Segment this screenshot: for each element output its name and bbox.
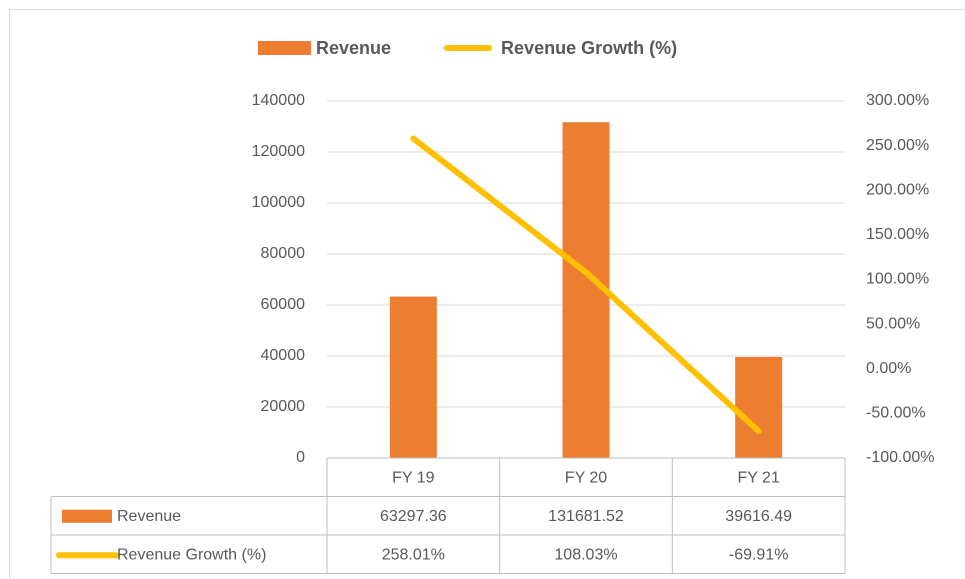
- y2-tick-label: 300.00%: [866, 92, 929, 109]
- table-cell: 108.03%: [554, 546, 617, 563]
- table-cell: 258.01%: [382, 546, 445, 563]
- table-cell: 39616.49: [725, 508, 792, 525]
- y-tick-label: 20000: [261, 398, 306, 415]
- x-tick-label: FY 20: [565, 469, 608, 486]
- legend-label: Revenue: [316, 38, 391, 58]
- y2-tick-label: 50.00%: [866, 315, 920, 332]
- y2-tick-label: -100.00%: [866, 449, 935, 466]
- table-cell: 63297.36: [380, 508, 447, 525]
- line: [410, 135, 762, 435]
- chart-border: [9, 9, 965, 579]
- y-tick-label: 100000: [252, 194, 305, 211]
- y2-tick-label: 100.00%: [866, 271, 929, 288]
- y-tick-label: 40000: [261, 347, 306, 364]
- y2-tick-label: 150.00%: [866, 226, 929, 243]
- y-tick-label: 80000: [261, 245, 306, 262]
- bar: [389, 296, 437, 458]
- x-tick-label: FY 21: [737, 469, 780, 486]
- y2-tick-label: -50.00%: [866, 405, 926, 422]
- table-row-label: Revenue: [117, 508, 181, 525]
- legend-swatch: [258, 41, 311, 55]
- y2-tick-label: 200.00%: [866, 181, 929, 198]
- y-tick-label: 120000: [252, 143, 305, 160]
- y2-tick-label: 0.00%: [866, 360, 911, 377]
- legend-label: Revenue Growth (%): [501, 38, 677, 58]
- y-tick-label: 0: [296, 449, 305, 466]
- table-legend-key: [62, 509, 112, 523]
- y-tick-label: 140000: [252, 92, 305, 109]
- y2-tick-label: 250.00%: [866, 137, 929, 154]
- table-row-label: Revenue Growth (%): [117, 546, 266, 563]
- x-tick-label: FY 19: [392, 469, 435, 486]
- bar: [735, 356, 783, 458]
- y-tick-label: 60000: [261, 296, 306, 313]
- table-cell: -69.91%: [729, 546, 789, 563]
- table-cell: 131681.52: [548, 508, 624, 525]
